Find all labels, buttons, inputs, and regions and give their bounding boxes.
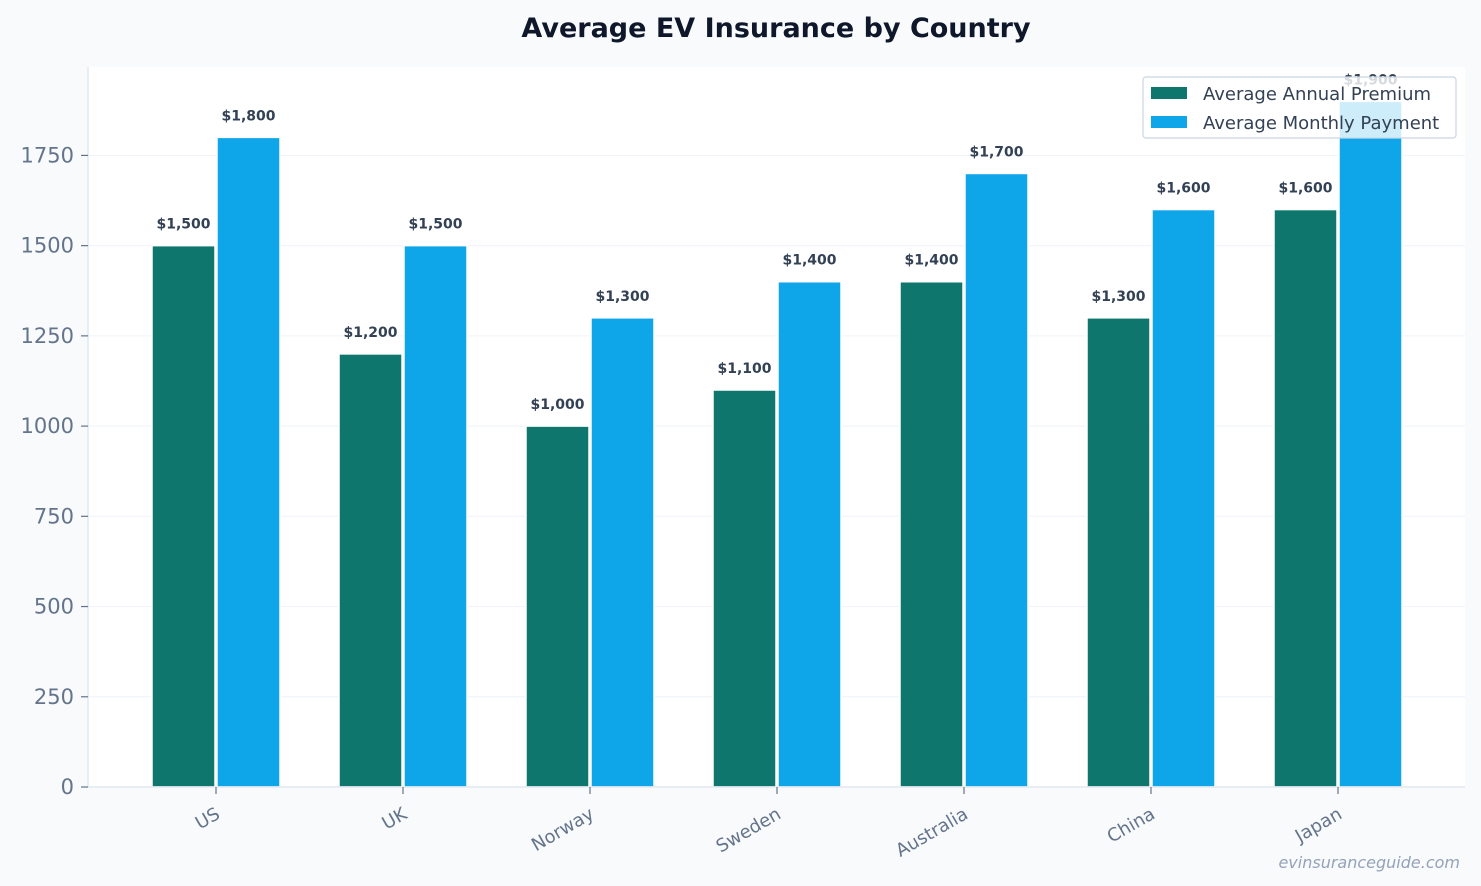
watermark: evinsuranceguide.com [1278,853,1460,872]
data-label: $1,200 [343,325,397,341]
legend: Average Annual Premium Average Monthly Pa… [1142,76,1457,139]
data-label: $1,500 [408,217,462,233]
bar-annual-premium-australia [899,280,964,788]
data-label: $1,700 [969,144,1023,160]
y-axis-ticks: 0 250 500 750 1000 1250 1500 1750 [21,143,88,799]
legend-label-monthly-payment: Average Monthly Payment [1203,113,1439,134]
data-label: $1,000 [530,397,584,413]
data-label: $1,800 [221,108,275,124]
bar-monthly-payment-us [216,136,281,788]
data-label: $1,600 [1156,181,1210,197]
legend-swatch-monthly-payment [1151,116,1187,128]
bar-annual-premium-japan [1273,208,1338,788]
legend-swatch-annual-premium [1151,87,1187,99]
y-tick-label: 1000 [21,414,74,438]
data-label: $1,300 [595,289,649,305]
data-label: $1,500 [156,217,210,233]
y-tick-label: 250 [34,685,74,709]
bar-monthly-payment-australia [964,172,1029,788]
legend-label-annual-premium: Average Annual Premium [1203,84,1431,105]
bar-monthly-payment-china [1151,208,1216,788]
x-tick-label-uk: UK [379,803,412,834]
y-tick-label: 1250 [21,324,74,348]
x-tick-label-us: US [192,804,224,834]
bar-monthly-payment-sweden [777,280,842,788]
data-label: $1,400 [904,253,958,269]
x-axis-ticks: US UK Norway Sweden Australia China Japan [192,787,1346,862]
y-tick-label: 750 [34,504,74,528]
bar-annual-premium-china [1086,317,1151,788]
y-tick-label: 500 [34,595,74,619]
bar-monthly-payment-japan [1338,100,1403,788]
bar-monthly-payment-uk [403,244,468,788]
x-tick-label-australia: Australia [892,804,971,862]
data-label: $1,400 [782,253,836,269]
bar-annual-premium-sweden [712,389,777,788]
y-tick-label: 1750 [21,143,74,167]
data-label: $1,600 [1278,181,1332,197]
data-label: $1,100 [717,361,771,377]
y-tick-label: 0 [61,775,74,799]
x-tick-label-sweden: Sweden [713,804,785,858]
bar-annual-premium-us [151,244,216,788]
x-tick-label-china: China [1104,804,1159,848]
x-tick-label-japan: Japan [1291,804,1346,848]
x-tick-label-norway: Norway [528,803,598,856]
chart-title: Average EV Insurance by Country [521,13,1031,44]
legend-box [1142,76,1457,139]
data-label: $1,300 [1091,289,1145,305]
bar-annual-premium-norway [525,425,590,788]
bar-monthly-payment-norway [590,317,655,788]
y-tick-label: 1500 [21,234,74,258]
bar-annual-premium-uk [338,353,403,788]
